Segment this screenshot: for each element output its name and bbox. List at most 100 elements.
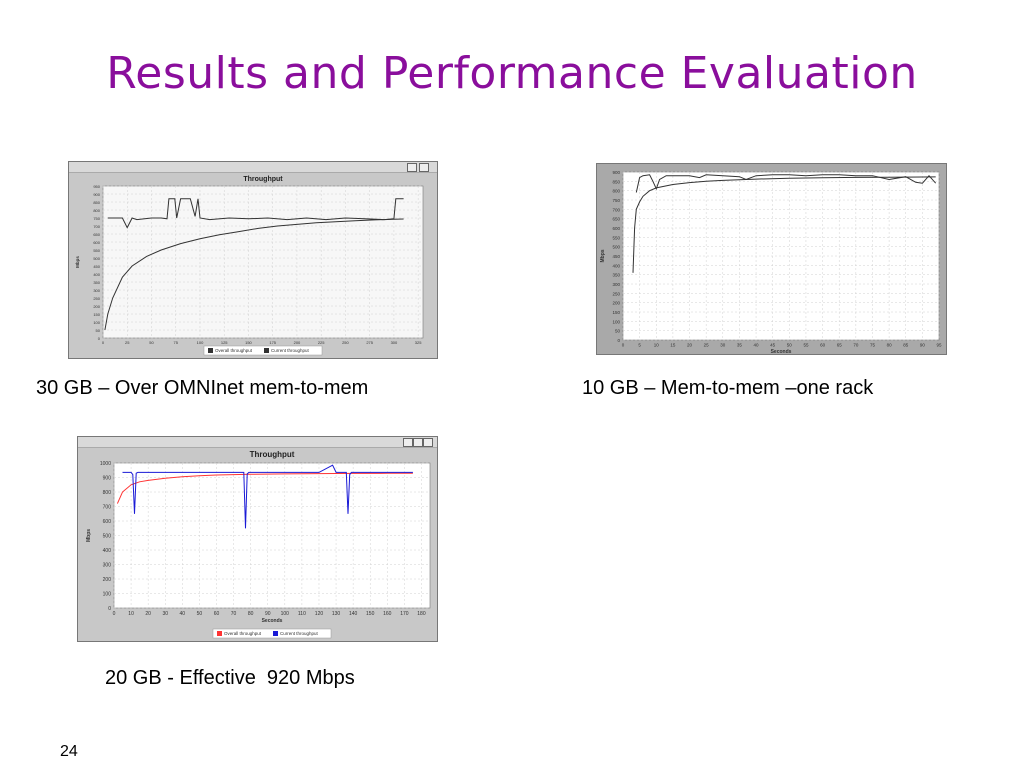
legend-label-0: Overall throughput bbox=[215, 348, 253, 353]
y-tick-label: 800 bbox=[103, 490, 112, 496]
x-tick-label: 200 bbox=[294, 340, 301, 345]
x-tick-label: 30 bbox=[720, 343, 726, 348]
y-tick-label: 250 bbox=[612, 291, 620, 296]
x-tick-label: 150 bbox=[366, 611, 375, 617]
x-tick-label: 110 bbox=[298, 611, 306, 617]
series-line-1 bbox=[107, 198, 404, 229]
x-tick-label: 45 bbox=[770, 343, 776, 348]
x-tick-label: 325 bbox=[415, 340, 422, 345]
y-tick-label: 100 bbox=[103, 592, 112, 598]
y-tick-label: 700 bbox=[612, 207, 620, 212]
x-tick-label: 125 bbox=[221, 340, 228, 345]
y-tick-label: 600 bbox=[103, 519, 112, 525]
y-tick-label: 550 bbox=[93, 248, 100, 253]
y-tick-label: 150 bbox=[612, 310, 620, 315]
x-tick-label: 70 bbox=[231, 611, 237, 617]
close-icon[interactable] bbox=[419, 163, 429, 172]
x-tick-label: 90 bbox=[920, 343, 926, 348]
minimize-icon[interactable] bbox=[407, 163, 417, 172]
y-tick-label: 650 bbox=[93, 232, 100, 237]
x-tick-label: 275 bbox=[366, 340, 373, 345]
y-tick-label: 750 bbox=[93, 216, 100, 221]
chart-one-rack-10gb: 0 50 100 150 200 250 300 350 400 450 500 550 600 650 7… bbox=[596, 163, 947, 355]
x-tick-label: 95 bbox=[936, 343, 942, 348]
y-tick-label: 600 bbox=[93, 240, 100, 245]
y-tick-label: 500 bbox=[103, 534, 112, 540]
y-tick-label: 350 bbox=[93, 280, 100, 285]
y-tick-label: 900 bbox=[612, 170, 620, 175]
y-tick-label: 200 bbox=[612, 301, 620, 306]
y-tick-label: 550 bbox=[612, 235, 620, 240]
x-tick-label: 160 bbox=[383, 611, 392, 617]
x-tick-label: 5 bbox=[638, 343, 641, 348]
x-tick-label: 120 bbox=[315, 611, 324, 617]
legend-box bbox=[212, 628, 332, 639]
series-line-0 bbox=[104, 218, 404, 331]
x-tick-label: 35 bbox=[737, 343, 743, 348]
x-tick-label: 40 bbox=[180, 611, 186, 617]
x-tick-label: 130 bbox=[332, 611, 341, 617]
y-tick-label: 900 bbox=[103, 476, 112, 482]
y-tick-label: 200 bbox=[103, 577, 112, 583]
x-tick-label: 25 bbox=[704, 343, 710, 348]
chart-omninet-30gb-plot: Throughput050100150200250300350400450500… bbox=[75, 176, 424, 356]
chart-title: Throughput bbox=[243, 176, 283, 183]
x-tick-label: 80 bbox=[248, 611, 254, 617]
y-tick-label: 700 bbox=[103, 505, 112, 511]
caption-one-rack: 10 GB – Mem-to-mem –one rack bbox=[582, 377, 874, 399]
y-tick-label: 50 bbox=[96, 328, 101, 333]
legend-swatch-0 bbox=[217, 631, 222, 636]
x-tick-label: 140 bbox=[349, 611, 358, 617]
x-tick-label: 85 bbox=[903, 343, 909, 348]
y-tick-label: 700 bbox=[93, 224, 100, 229]
y-tick-label: 500 bbox=[93, 256, 100, 261]
y-tick-label: 450 bbox=[612, 254, 620, 259]
x-axis-label: Seconds bbox=[771, 349, 792, 354]
legend-label-1: Current throughput bbox=[271, 348, 310, 353]
x-tick-label: 75 bbox=[870, 343, 876, 348]
y-tick-label: 400 bbox=[93, 272, 100, 277]
y-tick-label: 350 bbox=[612, 273, 620, 278]
plot-area bbox=[102, 185, 424, 339]
page-number: 24 bbox=[60, 743, 78, 760]
legend-label-0: Overall throughput bbox=[224, 631, 262, 636]
close-icon[interactable] bbox=[423, 438, 433, 447]
x-tick-label: 60 bbox=[820, 343, 826, 348]
x-tick-label: 20 bbox=[145, 611, 151, 617]
y-tick-label: 300 bbox=[103, 563, 112, 569]
series-line-1 bbox=[635, 174, 937, 193]
chart-effective-20gb-plot: Throughput010020030040050060070080090010… bbox=[86, 450, 431, 639]
legend-swatch-1 bbox=[273, 631, 278, 636]
y-axis-label: Mbps bbox=[86, 529, 92, 542]
x-tick-label: 100 bbox=[281, 611, 290, 617]
y-axis-label: Mbps bbox=[75, 256, 80, 268]
x-tick-label: 50 bbox=[787, 343, 793, 348]
y-tick-label: 800 bbox=[93, 208, 100, 213]
maximize-icon[interactable] bbox=[413, 438, 423, 447]
x-tick-label: 80 bbox=[887, 343, 893, 348]
y-tick-label: 0 bbox=[108, 606, 111, 612]
y-tick-label: 100 bbox=[612, 319, 620, 324]
y-tick-label: 1000 bbox=[100, 461, 111, 467]
series-line-0 bbox=[116, 472, 413, 504]
x-axis-label: Seconds bbox=[262, 618, 283, 624]
x-tick-label: 15 bbox=[670, 343, 676, 348]
x-tick-label: 0 bbox=[102, 340, 105, 345]
series-line-1 bbox=[122, 464, 413, 529]
y-tick-label: 300 bbox=[93, 288, 100, 293]
x-tick-label: 65 bbox=[837, 343, 843, 348]
caption-effective: 20 GB - Effective 920 Mbps bbox=[105, 667, 355, 689]
x-tick-label: 30 bbox=[162, 611, 168, 617]
y-tick-label: 250 bbox=[93, 296, 100, 301]
x-tick-label: 70 bbox=[853, 343, 859, 348]
chart-effective-20gb: Throughput 0 100 200 300 400 500 600 700 800 900 10… bbox=[77, 436, 438, 642]
y-tick-label: 150 bbox=[93, 312, 100, 317]
x-tick-label: 175 bbox=[269, 340, 276, 345]
x-tick-label: 170 bbox=[400, 611, 409, 617]
y-tick-label: 750 bbox=[612, 198, 620, 203]
x-tick-label: 180 bbox=[417, 611, 426, 617]
minimize-icon[interactable] bbox=[403, 438, 413, 447]
y-tick-label: 500 bbox=[612, 245, 620, 250]
series-line-0 bbox=[632, 176, 936, 273]
y-tick-label: 850 bbox=[93, 200, 100, 205]
